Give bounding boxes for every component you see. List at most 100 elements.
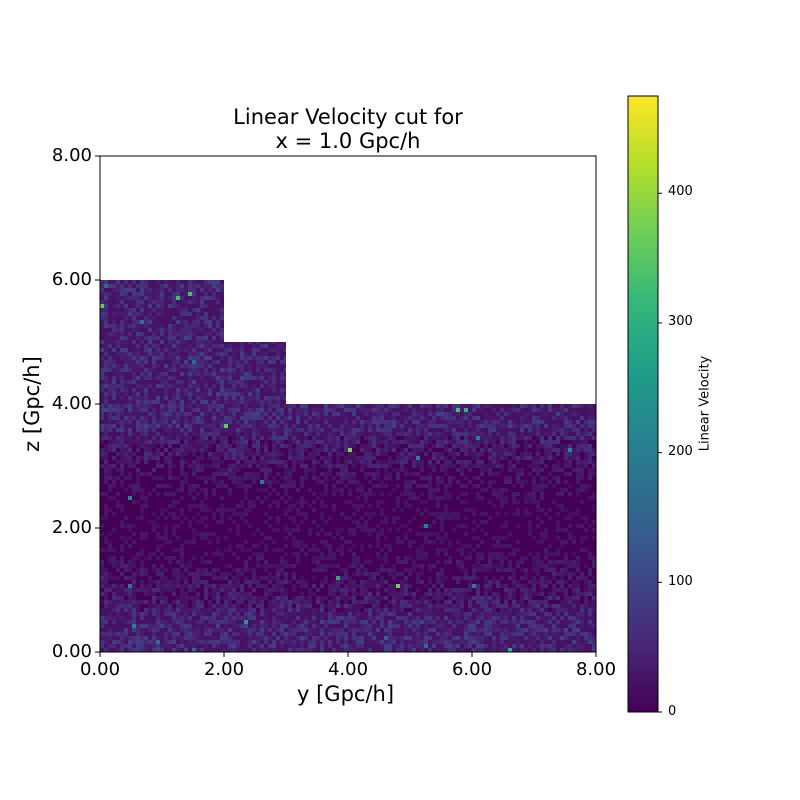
heatmap-cell xyxy=(256,440,260,444)
heatmap-cell xyxy=(224,388,228,392)
heatmap-cell xyxy=(464,408,468,412)
heatmap-cell xyxy=(220,344,224,348)
heatmap-cell xyxy=(504,384,508,388)
heatmap-cell xyxy=(364,288,368,292)
heatmap-cell xyxy=(548,284,552,288)
heatmap-cell xyxy=(180,320,184,324)
heatmap-cell xyxy=(500,320,504,324)
heatmap-cell xyxy=(432,436,436,440)
heatmap-cell xyxy=(540,328,544,332)
heatmap-cell xyxy=(552,320,556,324)
heatmap-cell xyxy=(536,324,540,328)
heatmap-cell xyxy=(484,380,488,384)
heatmap-cell xyxy=(548,396,552,400)
heatmap-cell xyxy=(324,372,328,376)
heatmap-cell xyxy=(396,412,400,416)
heatmap-cell xyxy=(344,436,348,440)
heatmap-cell xyxy=(136,308,140,312)
heatmap-cell xyxy=(224,324,228,328)
heatmap-cell xyxy=(144,348,148,352)
heatmap-cell xyxy=(556,284,560,288)
heatmap-cell xyxy=(284,360,288,364)
heatmap-cell xyxy=(128,432,132,436)
heatmap-cell xyxy=(332,384,336,388)
heatmap-cell xyxy=(416,364,420,368)
heatmap-cell xyxy=(556,356,560,360)
heatmap-cell xyxy=(384,304,388,308)
heatmap-cell xyxy=(132,420,136,424)
heatmap-cell xyxy=(484,388,488,392)
heatmap-cell xyxy=(528,428,532,432)
heatmap-cell xyxy=(396,384,400,388)
heatmap-cell xyxy=(368,388,372,392)
heatmap-cell xyxy=(464,388,468,392)
heatmap-cell xyxy=(332,332,336,336)
heatmap-cell xyxy=(392,392,396,396)
heatmap-cell xyxy=(504,336,508,340)
heatmap-cell xyxy=(384,344,388,348)
heatmap-cell xyxy=(312,404,316,408)
heatmap-cell xyxy=(136,304,140,308)
heatmap-cell xyxy=(256,420,260,424)
heatmap-cell xyxy=(572,416,576,420)
heatmap-cell xyxy=(244,332,248,336)
heatmap-cell xyxy=(300,316,304,320)
heatmap-cell xyxy=(328,320,332,324)
heatmap-cell xyxy=(160,388,164,392)
heatmap-cell xyxy=(164,356,168,360)
heatmap-cell xyxy=(568,280,572,284)
heatmap-cell xyxy=(432,284,436,288)
heatmap-cell xyxy=(280,392,284,396)
heatmap-cell xyxy=(256,344,260,348)
heatmap-cell xyxy=(108,404,112,408)
heatmap-cell xyxy=(416,360,420,364)
heatmap-cell xyxy=(252,340,256,344)
heatmap-cell xyxy=(188,400,192,404)
heatmap-cell xyxy=(364,364,368,368)
heatmap-cell xyxy=(208,292,212,296)
heatmap-cell xyxy=(292,400,296,404)
heatmap-cell xyxy=(316,376,320,380)
heatmap-cell xyxy=(128,336,132,340)
heatmap-cell xyxy=(124,296,128,300)
heatmap-cell xyxy=(552,292,556,296)
heatmap-cell xyxy=(320,404,324,408)
heatmap-cell xyxy=(332,288,336,292)
heatmap-cell xyxy=(536,292,540,296)
heatmap-cell xyxy=(444,372,448,376)
heatmap-cell xyxy=(244,376,248,380)
heatmap-cell xyxy=(400,332,404,336)
heatmap-cell xyxy=(168,368,172,372)
heatmap-cell xyxy=(104,292,108,296)
heatmap-cell xyxy=(448,300,452,304)
heatmap-cell xyxy=(416,336,420,340)
heatmap-cell xyxy=(220,300,224,304)
heatmap-cell xyxy=(344,304,348,308)
heatmap-cell xyxy=(556,292,560,296)
heatmap-cell xyxy=(168,336,172,340)
heatmap-cell xyxy=(552,316,556,320)
heatmap-cell xyxy=(440,340,444,344)
heatmap-cell xyxy=(320,376,324,380)
heatmap-cell xyxy=(216,324,220,328)
heatmap-cell xyxy=(404,364,408,368)
heatmap-cell xyxy=(232,364,236,368)
heatmap-cell xyxy=(276,324,280,328)
heatmap-cell xyxy=(264,396,268,400)
heatmap-cell xyxy=(532,412,536,416)
heatmap-cell xyxy=(240,384,244,388)
heatmap-cell xyxy=(148,336,152,340)
heatmap-cell xyxy=(556,404,560,408)
heatmap-cell xyxy=(420,396,424,400)
heatmap-cell xyxy=(108,388,112,392)
heatmap-cell xyxy=(444,432,448,436)
heatmap-cell xyxy=(508,308,512,312)
heatmap-cell xyxy=(184,316,188,320)
heatmap-cell xyxy=(436,288,440,292)
heatmap-cell xyxy=(556,372,560,376)
heatmap-cell xyxy=(412,292,416,296)
heatmap-cell xyxy=(236,288,240,292)
heatmap-cell xyxy=(524,372,528,376)
heatmap-cell xyxy=(212,368,216,372)
heatmap-cell xyxy=(328,292,332,296)
